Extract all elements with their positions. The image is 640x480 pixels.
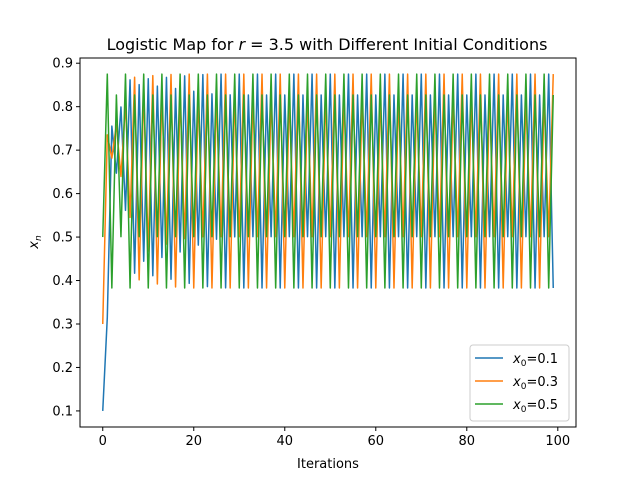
legend: x0=0.1 x0=0.3 x0=0.5 — [469, 344, 570, 422]
legend-label-2: x0=0.5 — [512, 398, 558, 415]
y-tick-label-6: 0.7 — [52, 144, 73, 159]
y-tick-label-2: 0.3 — [52, 317, 73, 332]
y-tick-label-7: 0.8 — [52, 100, 73, 115]
legend-label-1: x0=0.3 — [512, 375, 558, 392]
y-tick-label-4: 0.5 — [52, 231, 73, 246]
y-axis-label: xn — [27, 235, 44, 250]
chart-title: Logistic Map for r = 3.5 with Different … — [107, 35, 548, 54]
y-tick-label-5: 0.6 — [52, 187, 73, 202]
x-tick-label-4: 80 — [459, 434, 476, 449]
y-tick-label-3: 0.4 — [52, 274, 73, 289]
y-axis-ticks: 0.1 0.2 0.3 0.4 0.5 0.6 0.7 0.8 0.9 — [52, 57, 80, 419]
x-tick-label-1: 20 — [185, 434, 202, 449]
x-tick-label-3: 60 — [368, 434, 385, 449]
x-tick-label-2: 40 — [276, 434, 293, 449]
series-line-2 — [102, 73, 554, 289]
x-axis-label: Iterations — [297, 457, 359, 472]
y-tick-label-0: 0.1 — [52, 404, 73, 419]
legend-box — [469, 344, 570, 422]
legend-label-0: x0=0.1 — [512, 352, 558, 369]
x-tick-label-5: 100 — [545, 434, 570, 449]
axes-frame — [79, 57, 577, 428]
y-tick-label-8: 0.9 — [52, 57, 73, 72]
x-axis-ticks: 0 20 40 60 80 100 — [99, 427, 570, 449]
y-tick-label-1: 0.2 — [52, 361, 73, 376]
plot-area — [102, 73, 554, 411]
x-tick-label-0: 0 — [99, 434, 107, 449]
